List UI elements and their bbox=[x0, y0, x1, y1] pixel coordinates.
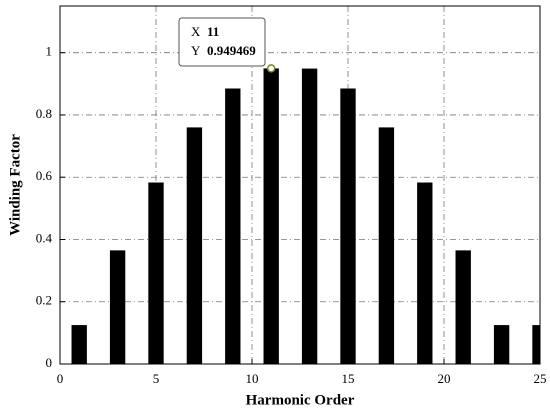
bar bbox=[455, 250, 471, 364]
x-tick-label: 0 bbox=[57, 371, 64, 386]
y-tick-label: 0.6 bbox=[36, 168, 53, 183]
bar bbox=[301, 68, 318, 364]
datatip: X 11 Y 0.949469 bbox=[178, 17, 276, 73]
bar bbox=[225, 88, 241, 364]
bar bbox=[378, 127, 395, 364]
bar bbox=[263, 68, 279, 364]
datatip-y-value: 0.949469 bbox=[207, 43, 256, 58]
x-tick-label: 5 bbox=[153, 371, 160, 386]
y-tick-label: 0 bbox=[46, 355, 53, 370]
y-tick-label: 0.8 bbox=[36, 106, 52, 121]
y-tick-label: 0.4 bbox=[36, 230, 53, 245]
bar bbox=[417, 182, 433, 364]
bar bbox=[493, 325, 510, 364]
bar bbox=[186, 127, 203, 364]
bar bbox=[532, 325, 540, 364]
bar bbox=[109, 250, 126, 364]
datatip-y-name: Y bbox=[191, 43, 201, 58]
x-tick-label: 15 bbox=[342, 371, 355, 386]
bar bbox=[340, 88, 356, 364]
plot-frame bbox=[59, 5, 541, 365]
x-tick-label: 25 bbox=[534, 371, 547, 386]
datatip-x-name: X bbox=[191, 24, 201, 39]
bar bbox=[71, 325, 87, 364]
ticks: 00.20.40.60.810 5 10 15 20 25 bbox=[36, 44, 547, 386]
datatip-box bbox=[178, 17, 266, 67]
datatip-x-value: 11 bbox=[207, 24, 219, 39]
x-axis-title: Harmonic Order bbox=[246, 392, 355, 408]
x-tick-label: 10 bbox=[246, 371, 259, 386]
bars bbox=[71, 68, 540, 364]
y-tick-label: 1 bbox=[46, 44, 53, 59]
y-tick-label: 0.2 bbox=[36, 293, 52, 308]
bar bbox=[148, 182, 164, 364]
y-axis-title: Winding Factor bbox=[7, 134, 23, 236]
x-tick-label: 20 bbox=[438, 371, 451, 386]
datatip-marker bbox=[266, 64, 276, 73]
